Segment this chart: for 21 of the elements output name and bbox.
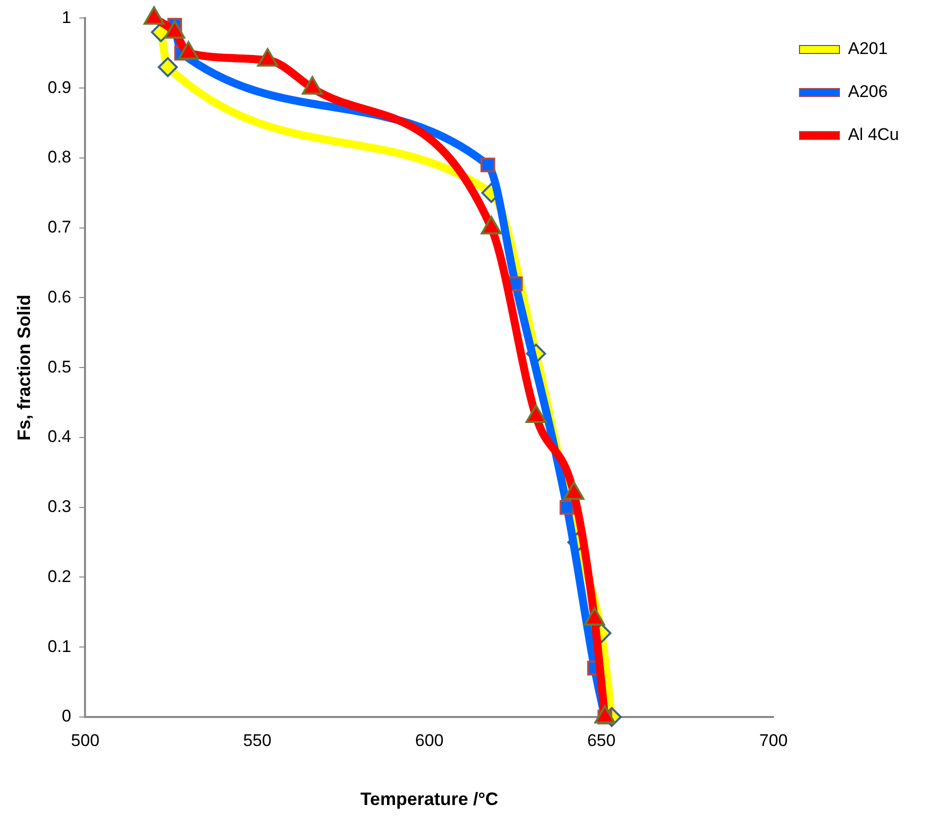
legend-label: Al 4Cu [848,125,900,144]
y-tick-label: 0.3 [48,497,72,516]
y-tick-label: 0.9 [48,78,72,97]
x-tick-label: 700 [759,730,788,750]
y-tick-label: 1 [62,8,72,27]
y-axis-title: Fs, fraction Solid [14,294,34,441]
y-tick-label: 0.6 [48,287,72,306]
legend-label: A201 [848,39,888,58]
x-tick-label: 650 [587,730,616,750]
y-tick-label: 0.7 [48,218,72,237]
y-tick-label: 0.5 [48,357,72,376]
legend-label: A206 [848,82,888,102]
x-axis-title: Temperature /°C [360,789,498,810]
x-tick-label: 550 [243,730,272,750]
y-tick-label: 0.2 [48,566,72,586]
x-tick-label: 500 [71,730,100,750]
y-tick-label: 0.1 [48,636,72,656]
y-tick-label: 0.8 [48,148,72,167]
y-tick-label: 0.4 [48,427,72,446]
x-tick-label: 600 [415,730,444,750]
y-tick-label: 0 [62,706,72,726]
